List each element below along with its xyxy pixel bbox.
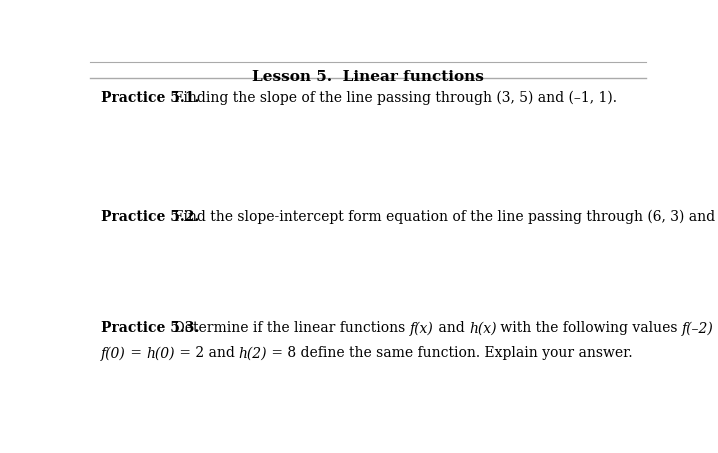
Text: f(–2) = –4: f(–2) = –4 [682,321,718,336]
Text: and: and [434,321,469,335]
Text: with the following values: with the following values [496,321,682,335]
Text: =: = [126,346,146,360]
Text: Practice 5.1.: Practice 5.1. [101,91,200,105]
Text: Lesson 5.  Linear functions: Lesson 5. Linear functions [252,70,484,84]
Text: = 8 define the same function. Explain your answer.: = 8 define the same function. Explain yo… [267,346,633,360]
Text: Finding the slope of the line passing through (3, 5) and (–1, 1).: Finding the slope of the line passing th… [165,91,617,106]
Text: f(x): f(x) [410,321,434,336]
Text: Find the slope-intercept form equation of the line passing through (6, 3) and (2: Find the slope-intercept form equation o… [165,210,718,224]
Text: f(0): f(0) [101,346,126,361]
Text: Practice 5.2.: Practice 5.2. [101,210,199,224]
Text: h(0): h(0) [146,346,174,360]
Text: Determine if the linear functions: Determine if the linear functions [165,321,410,335]
Text: = 2 and: = 2 and [174,346,239,360]
Text: h(x): h(x) [469,321,496,335]
Text: Practice 5.3.: Practice 5.3. [101,321,199,335]
Text: h(2): h(2) [239,346,267,360]
